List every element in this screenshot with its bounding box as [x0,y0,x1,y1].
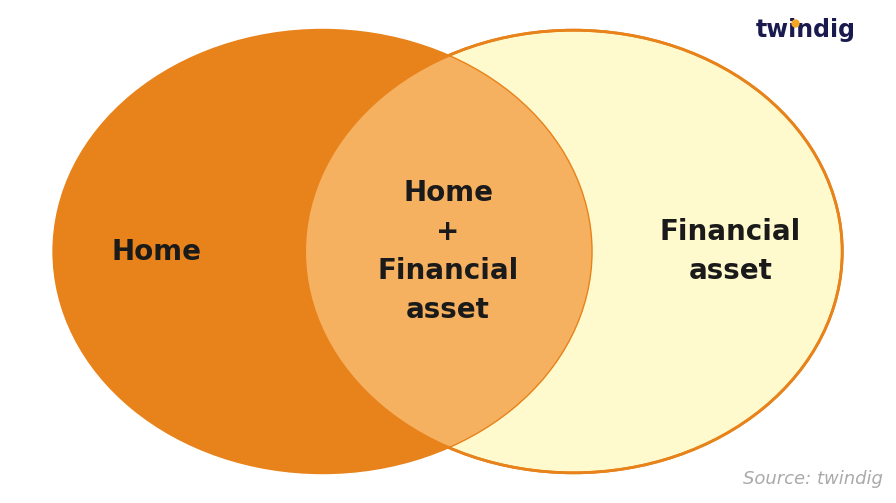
Text: Home: Home [112,237,202,266]
Text: twindig: twindig [755,18,856,42]
Ellipse shape [305,30,842,473]
Ellipse shape [305,30,842,473]
Text: Home
+
Financial
asset: Home + Financial asset [377,179,519,324]
Text: Financial
asset: Financial asset [659,218,801,285]
Text: Source: twindig: Source: twindig [743,470,883,488]
Ellipse shape [54,30,591,473]
